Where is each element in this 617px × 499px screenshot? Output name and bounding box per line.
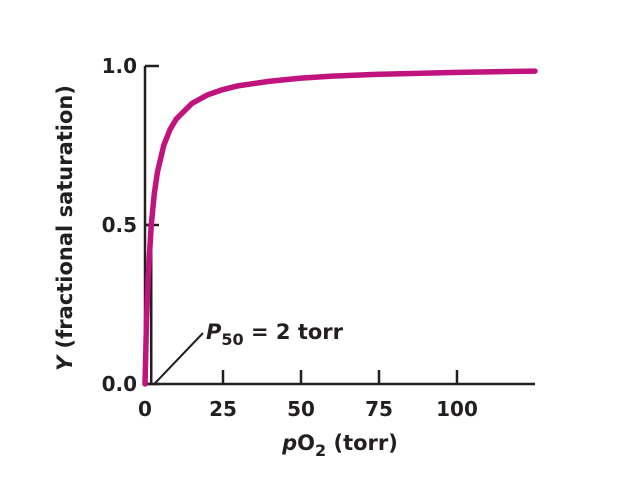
y-axis-label: Y (fractional saturation) <box>53 85 77 371</box>
p50-variable: P <box>206 320 222 344</box>
x-axis-label: pO2 (torr) <box>281 431 398 460</box>
x-axis-subscript: 2 <box>315 441 326 460</box>
y-axis-label-text: (fractional saturation) <box>53 85 77 356</box>
p50-annotation: P50 = 2 torr <box>206 320 344 349</box>
saturation-curve <box>142 68 538 387</box>
x-axis-prefix: p <box>281 431 297 455</box>
x-tick-label: 50 <box>287 397 315 421</box>
x-tick-label: 25 <box>209 397 237 421</box>
y-tick-label: 0.0 <box>102 372 137 396</box>
x-tick-label: 0 <box>138 397 152 421</box>
y-tick-label: 0.5 <box>102 213 137 237</box>
p50-subscript: 50 <box>221 330 243 349</box>
p50-value: = 2 torr <box>244 320 344 344</box>
y-axis-variable: Y <box>53 354 77 371</box>
x-tick-label: 100 <box>436 397 478 421</box>
y-ticks: 0.0 0.5 1.0 <box>102 54 159 396</box>
x-ticks: 0 25 50 75 100 <box>138 370 478 421</box>
p50-leader-line <box>153 332 204 385</box>
x-tick-label: 75 <box>365 397 393 421</box>
x-axis-main: O <box>297 431 315 455</box>
y-tick-label: 1.0 <box>102 54 137 78</box>
x-axis-suffix: (torr) <box>326 431 398 455</box>
